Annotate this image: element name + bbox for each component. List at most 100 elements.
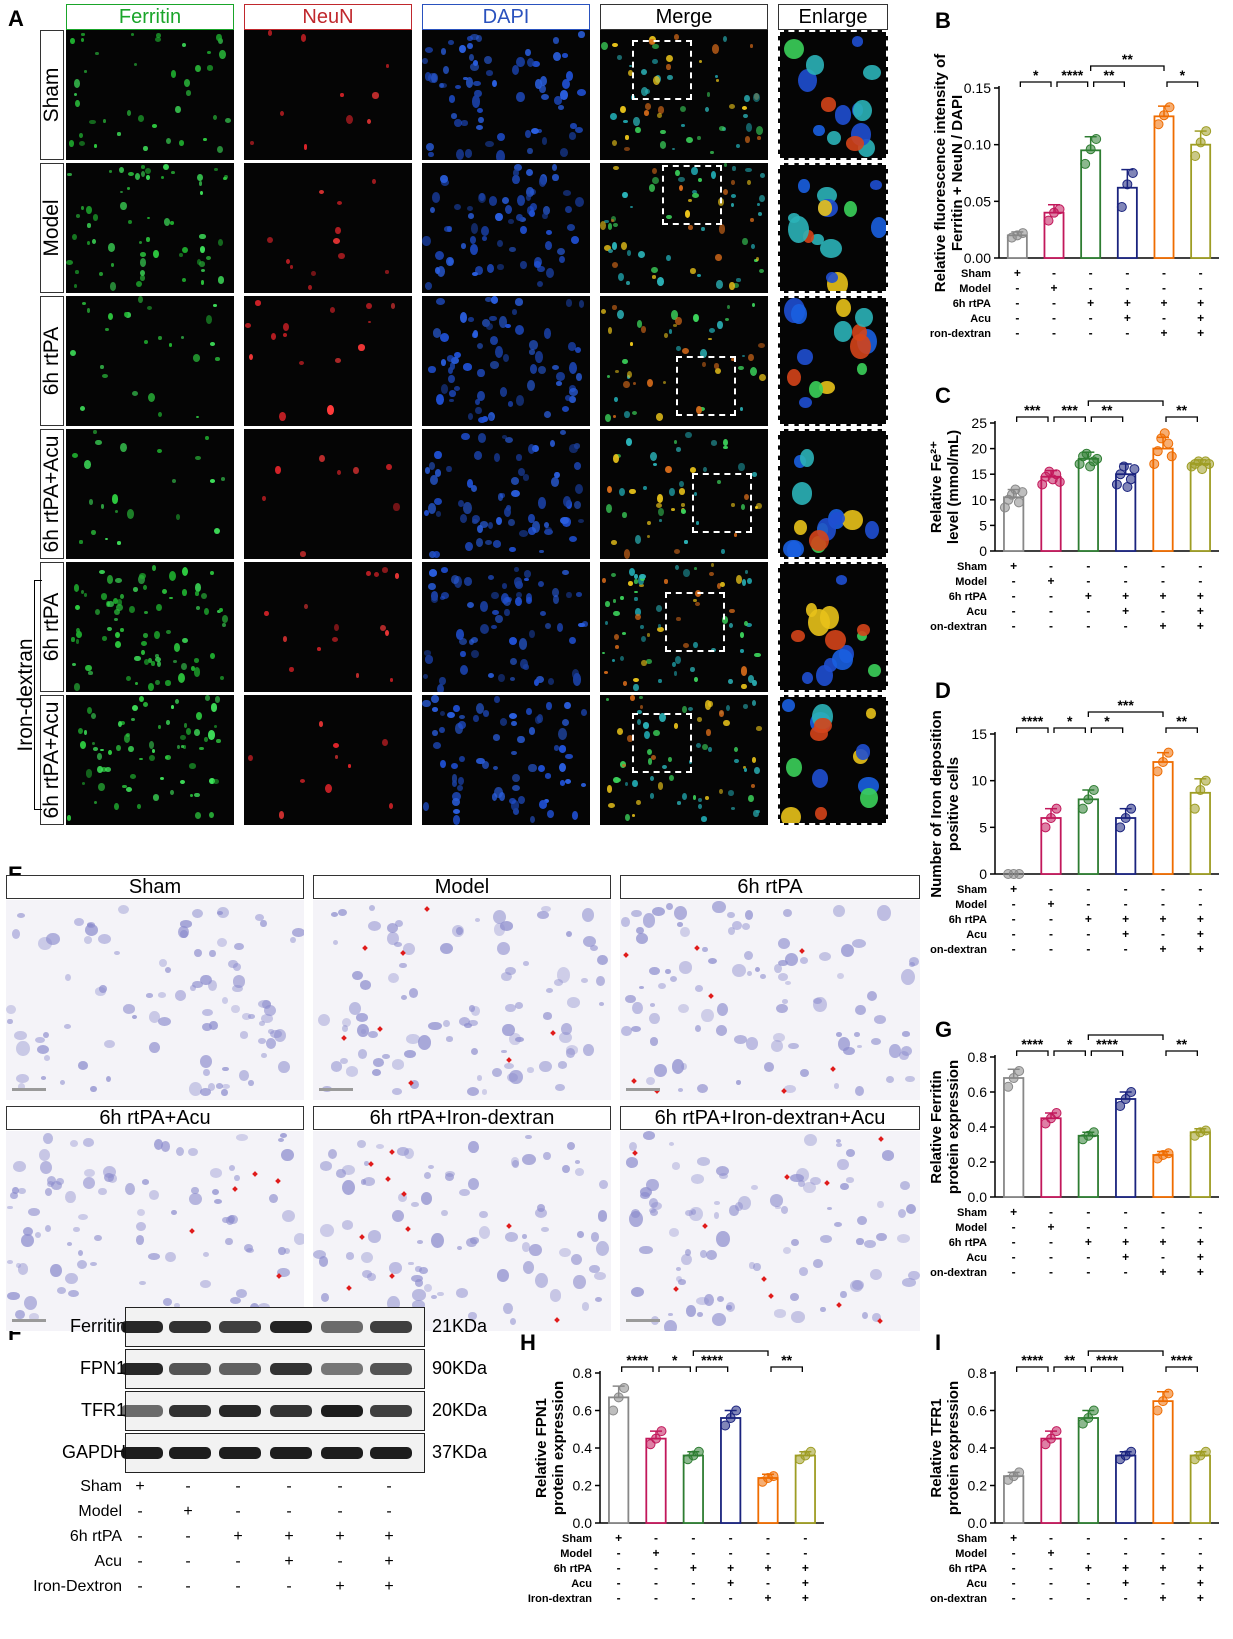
data-point [1046,813,1056,823]
data-point [731,1405,742,1416]
significance-label: *** [1117,697,1134,713]
condition-sign: + [1122,1235,1129,1249]
iron-deposit-arrow [878,1136,885,1143]
condition-sign: + [1014,266,1021,280]
y-tick-label: 0.0 [968,1189,988,1205]
chart-b: 0.00 0.05 0.10 0.15 Relative fluorescence in… [927,30,1233,349]
iron-deposit-arrow [694,944,701,951]
condition-sign: + [1197,1250,1204,1264]
condition-label: Sham [957,561,987,573]
data-point [1127,168,1138,178]
ihc-image-model [313,900,611,1100]
wb-condition-sign: - [235,1503,241,1520]
col-header-dapi: DAPI [422,4,590,30]
condition-sign: - [1161,927,1165,941]
condition-sign: + [727,1561,734,1575]
bar [1077,1134,1099,1198]
data-point [1043,215,1054,226]
data-point [1163,1148,1174,1159]
wb-condition-label: Sham [80,1478,122,1495]
panel-label-g: G [935,1017,953,1042]
wb-condition-sign: + [284,1528,294,1545]
bar [1115,1454,1137,1524]
condition-sign: - [1124,897,1128,911]
data-point [1077,803,1088,814]
data-point [1204,458,1215,469]
data-point [1054,476,1065,487]
y-tick-label: 10 [971,492,987,508]
iron-deposit-arrow [783,1173,790,1180]
data-point [1014,1467,1025,1478]
condition-label: Acu [966,929,987,941]
data-point [1085,144,1096,155]
significance-label: ** [1122,51,1133,67]
y-tick-label: 0.0 [573,1515,593,1531]
condition-sign: + [1197,296,1204,310]
wb-condition-sign: - [185,1578,191,1595]
panel-label-d: D [935,678,951,703]
significance-label: ** [1120,1345,1131,1352]
wb-size-tfr1: 20KDa [432,1400,488,1420]
condition-sign: - [1049,589,1053,603]
condition-sign: - [1125,281,1129,295]
condition-sign: - [1199,266,1203,280]
micrograph-ferritin-6h-rtpa [66,296,234,426]
bar [1003,1077,1025,1198]
condition-label: Sham [957,1533,987,1545]
condition-sign: - [1049,1531,1053,1545]
condition-sign: + [1124,296,1131,310]
data-point [1153,119,1164,130]
condition-sign: + [1197,326,1204,340]
zoom-region-box-6h-rtpa-acu [692,473,752,533]
condition-label: Model [955,1548,987,1560]
wb-band [169,1321,211,1333]
micrograph-neun-sham [244,30,412,160]
significance-bracket [1166,81,1199,87]
data-point [1008,1073,1019,1083]
condition-sign: + [1122,1561,1129,1575]
condition-sign: - [1086,1220,1090,1234]
iron-deposit-arrow [632,1149,638,1156]
significance-bracket [695,1366,729,1372]
data-point [1118,461,1129,472]
iron-deposit-arrow [367,1160,374,1167]
significance-bracket [1165,1366,1198,1372]
condition-sign: + [727,1576,734,1590]
data-point [651,1433,661,1444]
condition-sign: + [802,1591,809,1605]
wb-band [169,1363,211,1375]
condition-sign: - [1124,1531,1128,1545]
data-point [1014,1066,1025,1076]
micrograph-ferritin-model [66,163,234,293]
condition-label: 6h rtPA [949,591,987,603]
iron-deposit-arrow [702,1222,709,1229]
significance-bracket [658,1366,691,1372]
iron-deposit-arrow [506,1056,512,1063]
condition-sign: - [1052,296,1056,310]
data-point [1195,137,1206,148]
y-tick-label: 0.15 [964,80,991,96]
wb-condition-sign: - [137,1553,143,1570]
iron-deposit-arrow [389,1149,395,1155]
significance-bracket [1053,416,1086,422]
condition-sign: - [1049,1250,1053,1264]
iron-deposit-arrow [836,1301,842,1308]
condition-sign: - [1161,1250,1165,1264]
ihc-image-6h-rtpa [620,900,920,1100]
bar [1115,473,1137,552]
condition-sign: - [766,1546,770,1560]
scale-bar [319,1088,353,1091]
condition-sign: + [615,1531,622,1545]
significance-bracket [1016,1050,1049,1056]
condition-sign: - [1086,882,1090,896]
condition-sign: + [1160,296,1167,310]
wb-condition-sign: + [284,1553,294,1570]
micrograph-dapi-iron-6h-rtpa [422,562,590,692]
significance-bracket [1093,81,1125,87]
significance-bracket [692,1350,769,1356]
y-tick-label: 0.8 [968,1365,988,1381]
data-point [1120,1094,1131,1104]
data-point [1164,102,1175,113]
condition-sign: - [654,1561,658,1575]
wb-size-ferritin: 21KDa [432,1316,488,1336]
